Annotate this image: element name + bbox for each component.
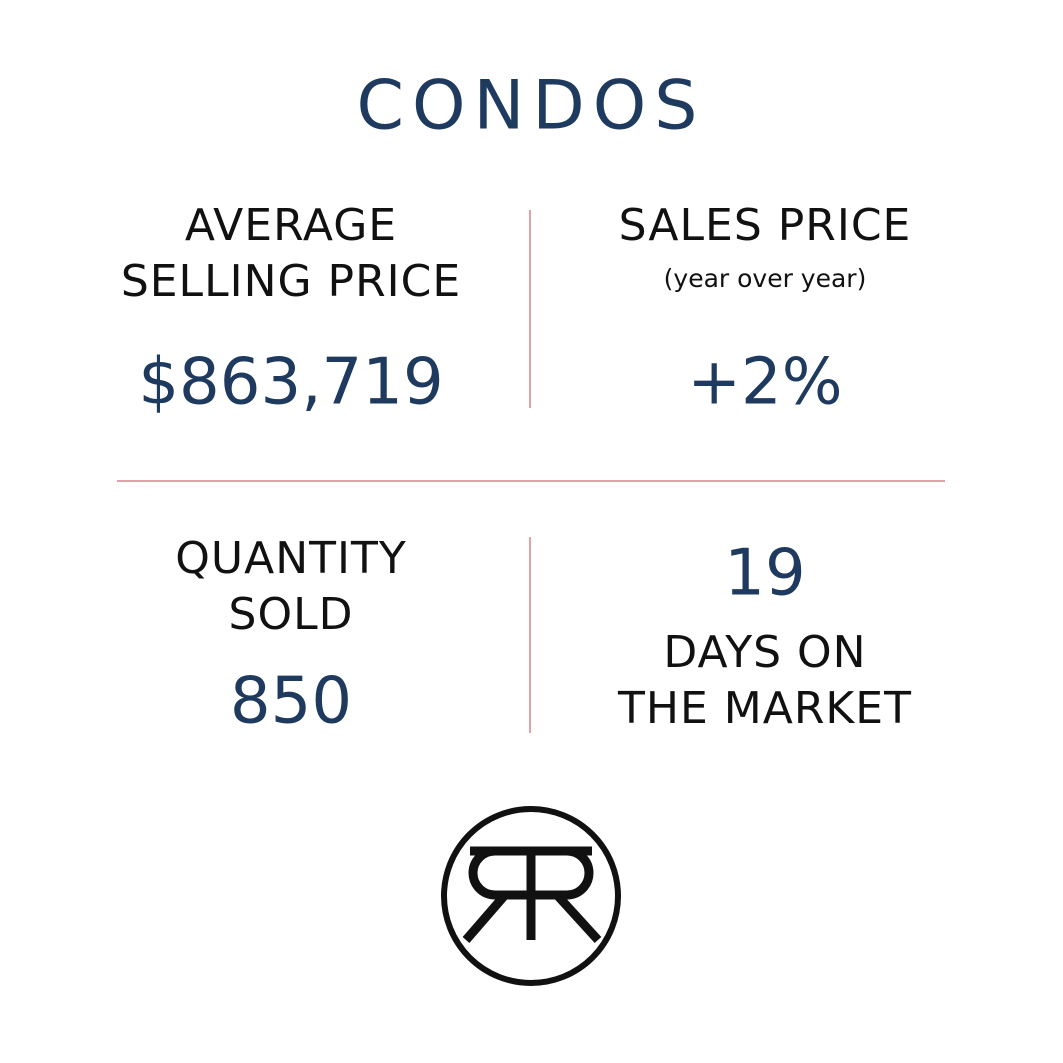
stat-label: SELLING PRICE (121, 256, 461, 307)
stat-value: $863,719 (138, 346, 443, 420)
stat-value: +2% (687, 346, 842, 420)
stat-label: THE MARKET (617, 683, 912, 734)
stat-label: SOLD (229, 589, 354, 640)
logo (441, 806, 621, 986)
stat-label: SALES PRICE (619, 200, 912, 251)
stat-value: 19 (724, 537, 805, 611)
stat-label: QUANTITY (175, 533, 406, 584)
stat-note: (year over year) (664, 264, 867, 293)
title: CONDOS (357, 67, 706, 146)
stat-label: DAYS ON (663, 627, 866, 678)
stat-label: AVERAGE (185, 200, 397, 251)
stat-value: 850 (230, 665, 352, 739)
